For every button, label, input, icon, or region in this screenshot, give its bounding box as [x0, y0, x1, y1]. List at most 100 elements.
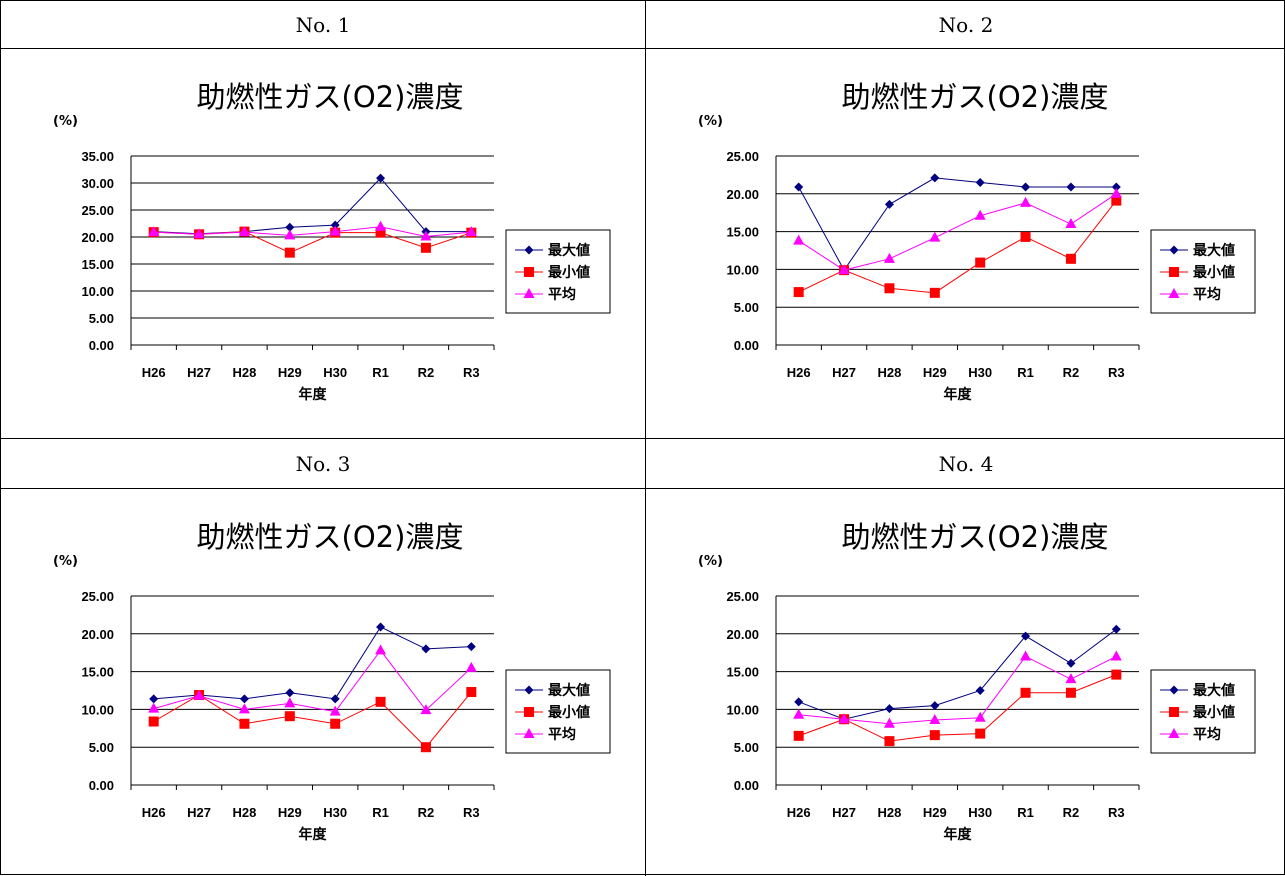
data-point [193, 689, 205, 700]
data-point [420, 242, 431, 253]
chart-title: 助燃性ガス(O2)濃度 [197, 520, 464, 554]
chart-panel-2: 助燃性ガス(O2)濃度 (%) 0.00 5.00 10.00 15.00 20.00 25.… [646, 49, 1285, 439]
chart-panel-1: 助燃性ガス(O2)濃度 (%) 0.00 5.00 10.00 15.00 20.00 25.… [1, 49, 646, 439]
series-line [798, 674, 1117, 742]
data-point [375, 696, 386, 707]
data-point [974, 209, 986, 220]
chart-panel-4: 助燃性ガス(O2)濃度 (%) 0.00 5.00 10.00 15.00 20.00 25.… [646, 489, 1285, 876]
data-point [930, 701, 940, 711]
line-chart-4: 助燃性ガス(O2)濃度 (%) 0.00 5.00 10.00 15.00 20.00 25.… [698, 520, 1256, 843]
legend-marker [524, 685, 534, 695]
line-chart-2: 助燃性ガス(O2)濃度 (%) 0.00 5.00 10.00 15.00 20.00 25.… [698, 80, 1256, 403]
data-point [838, 264, 850, 275]
data-point [793, 287, 804, 298]
x-tick-label: H26 [787, 365, 811, 380]
x-tick-label: H28 [878, 805, 902, 820]
data-point [884, 283, 895, 294]
y-tick-label: 15.00 [81, 665, 114, 680]
gridlines [131, 155, 494, 319]
y-unit-label: (%) [698, 114, 723, 129]
panel-header-1: No. 1 [1, 1, 646, 49]
series-line [153, 226, 472, 237]
legend-label: 平均 [1193, 286, 1221, 303]
legend-label: 最大値 [1193, 242, 1235, 259]
x-tick-label: R1 [372, 365, 389, 380]
data-point [793, 730, 804, 741]
data-point [884, 736, 895, 747]
legend-marker [523, 728, 535, 738]
x-tick-label: H27 [832, 805, 856, 820]
legend-box [1150, 669, 1256, 754]
data-point [1021, 631, 1031, 641]
data-point [376, 622, 386, 632]
x-tick-label: R2 [418, 805, 435, 820]
x-tick-label: H27 [832, 365, 856, 380]
legend-label: 平均 [1193, 726, 1221, 743]
data-point [420, 230, 432, 241]
series-max [794, 624, 1121, 724]
x-tick-label: H28 [233, 365, 257, 380]
y-tick-label: 5.00 [89, 740, 114, 755]
x-tick-label: R2 [1063, 365, 1080, 380]
data-point [239, 718, 250, 729]
data-point [284, 697, 296, 708]
data-point [1065, 673, 1077, 684]
series-min [793, 195, 1122, 298]
y-tick-label: 25.00 [726, 589, 759, 604]
legend-label: 最大値 [548, 682, 590, 699]
y-tick-label: 10.00 [726, 262, 759, 277]
data-point [466, 687, 477, 698]
data-point [1066, 182, 1076, 192]
y-tick-label: 20.00 [81, 230, 114, 245]
y-tick-label: 10.00 [81, 702, 114, 717]
data-point [329, 225, 341, 236]
data-point [330, 718, 341, 729]
y-tick-label: 15.00 [726, 225, 759, 240]
x-tick-label: H26 [142, 805, 166, 820]
data-point [193, 228, 205, 239]
data-point [284, 229, 296, 240]
data-point [1020, 231, 1031, 242]
series-line [798, 193, 1117, 271]
x-tick-label: H28 [233, 805, 257, 820]
x-tick-label: H29 [923, 805, 947, 820]
data-point [1110, 187, 1122, 198]
legend-marker [1168, 728, 1180, 738]
series-line [798, 177, 1117, 272]
x-tick-label: H27 [187, 365, 211, 380]
data-point [929, 713, 941, 724]
gridlines [776, 595, 1139, 748]
series-line [153, 649, 472, 713]
y-tick-label: 0.00 [734, 778, 759, 793]
data-point [375, 644, 387, 655]
y-unit-label: (%) [53, 114, 78, 129]
y-tick-label: 5.00 [734, 300, 759, 315]
data-point [421, 644, 431, 654]
data-point [1111, 669, 1122, 680]
data-point [1021, 182, 1031, 192]
data-point [376, 173, 386, 183]
data-point [149, 694, 159, 704]
data-point [1065, 218, 1077, 229]
y-tick-label: 15.00 [81, 257, 114, 272]
y-tick-label: 0.00 [89, 338, 114, 353]
y-tick-label: 20.00 [726, 187, 759, 202]
x-tick-label: H30 [323, 805, 347, 820]
legend-label: 最小値 [1193, 704, 1235, 721]
legend-marker [524, 245, 534, 255]
x-tick-label: H30 [323, 365, 347, 380]
data-point [466, 642, 476, 652]
data-point [285, 222, 295, 232]
legend-label: 最小値 [1193, 264, 1235, 281]
data-point [284, 711, 295, 722]
legend-marker [524, 707, 534, 717]
panel-header-3: No. 3 [1, 439, 646, 489]
data-point [465, 661, 477, 672]
legend-label: 平均 [548, 726, 576, 743]
y-tick-label: 30.00 [81, 176, 114, 191]
x-tick-label: H27 [187, 805, 211, 820]
legend-marker [523, 288, 535, 298]
